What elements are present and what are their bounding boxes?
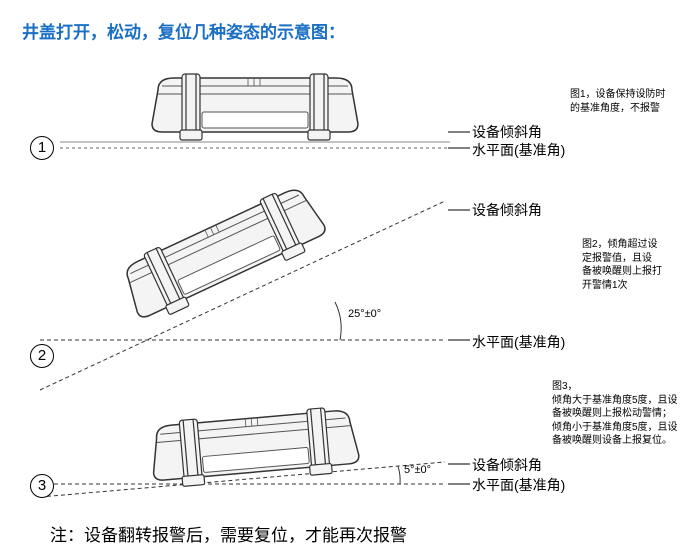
page-title: 井盖打开，松动，复位几种姿态的示意图： [22,18,345,43]
device-fig1 [140,72,370,149]
note1-l2: 的基准角度，不报警 [570,103,660,114]
note2-l2: 定报警值，且设 [582,253,652,264]
note-fig1: 图1，设备保持设防时 的基准角度，不报警 [570,88,666,115]
note-fig2: 图2，倾角超过设 定报警值，且设 备被唤醒则上报打 开警情1次 [582,238,662,292]
label-hplane-2: 水平面(基准角) [472,332,565,352]
label-tilt-3: 设备倾斜角 [472,455,542,475]
note3-l5: 备被唤醒则设备上报复位。 [552,435,672,446]
note2-l4: 开警情1次 [582,280,628,291]
label-hplane-3: 水平面(基准角) [472,475,565,495]
note2-l3: 备被唤醒则上报打 [582,266,662,277]
note1-l1: 图1，设备保持设防时 [570,89,666,100]
note-fig3: 图3， 倾角大于基准角度5度，且设 备被唤醒则上报松动警情； 倾角小于基准角度5… [552,380,678,448]
note3-l3: 备被唤醒则上报松动警情； [552,408,672,419]
marker-1: 1 [30,136,54,160]
device-fig3 [137,402,373,499]
label-tilt-2: 设备倾斜角 [472,200,542,220]
note3-l4: 倾角小于基准角度5度，且设 [552,422,678,433]
label-hplane-1: 水平面(基准角) [472,140,565,160]
angle-fig3: 5°±0° [404,464,431,476]
note2-l1: 图2，倾角超过设 [582,239,658,250]
footer-note: 注：设备翻转报警后，需要复位，才能再次报警 [50,521,407,546]
angle-fig2: 25°±0° [348,308,381,320]
note3-l2: 倾角大于基准角度5度，且设 [552,395,678,406]
label-tilt-1: 设备倾斜角 [472,122,542,142]
diagram-area: 1 2 3 [0,50,696,520]
marker-3: 3 [30,474,54,498]
marker-2: 2 [30,344,54,368]
device-fig2 [105,173,346,340]
note3-l1: 图3， [552,381,578,392]
